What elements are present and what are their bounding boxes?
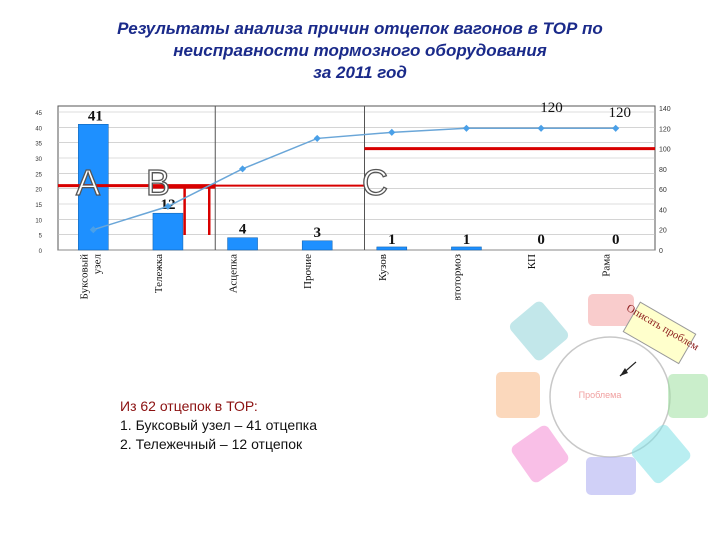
right-tick-label: 140 [659,106,671,113]
summary-note: Из 62 отцепок в ТОР: 1. Буксовый узел – … [120,397,317,454]
note-line-1: 1. Буксовый узел – 41 отцепка [120,417,317,433]
cycle-step-4 [668,374,708,418]
cumulative-point [239,165,247,173]
left-tick-label: 15 [35,203,42,209]
bar [152,212,184,251]
chart-title: Результаты анализа причин отцепок вагоно… [40,18,680,84]
bar-value-label: 0 [612,232,620,248]
left-tick-label: 20 [35,188,42,194]
right-tick-label: 0 [659,248,663,255]
cumulative-point [612,124,620,132]
category-label: Асцепка [228,254,240,293]
cycle-step-6 [586,457,636,495]
right-tick-label: 40 [659,207,667,214]
category-label-part: Тележка [153,254,165,293]
cycle-step-2 [588,294,634,326]
left-tick-label: 0 [39,249,43,255]
category-label: КП [526,254,538,269]
category-label-part: Буксовый [78,254,90,300]
cumulative-point [313,134,321,142]
note-head: Из 62 отцепок в ТОР: [120,398,258,414]
right-tick-label: 60 [659,187,667,194]
cumulative-point [537,124,545,132]
cumulative-point [164,202,172,210]
category-label-part: узел [91,253,103,274]
cycle-step-5 [511,425,569,483]
title-line-1: Результаты анализа причин отцепок вагоно… [117,19,603,38]
callout-arrow [620,368,628,376]
category-label-part: Асцепка [228,254,240,293]
bar [376,246,408,251]
left-tick-label: 45 [35,111,42,117]
category-label-part: Рама [601,254,613,277]
zone-letter: B [146,162,170,203]
category-label: Тележка [153,254,165,293]
left-tick-label: 40 [35,126,42,132]
cycle-step-7 [631,424,691,484]
left-tick-label: 30 [35,157,42,163]
category-label: Рама [601,254,613,277]
category-label: Буксовыйузел [78,253,103,299]
bar-value-label: 41 [88,108,103,124]
right-tick-label: 80 [659,167,667,174]
callout-box: Описать проблем [622,301,701,365]
left-tick-label: 5 [39,234,43,240]
category-label-part: Прочие [302,254,314,289]
zone-letter: C [362,162,388,203]
title-line-3: за 2011 год [313,63,407,82]
category-label: Кузов [377,254,389,281]
left-tick-label: 10 [35,218,42,224]
category-label-part: Автотормоз [451,254,463,300]
bar-value-label: 4 [239,222,247,238]
category-label: Автотормоз [451,254,463,300]
cumulative-point [388,128,396,136]
note-line-2: 2. Тележечный – 12 отцепок [120,436,303,452]
left-tick-label: 35 [35,142,42,148]
zone-letter: A [76,162,100,203]
right-tick-label: 20 [659,228,667,235]
cycle-step-3 [496,372,540,418]
cumulative-label: 120 [608,105,631,121]
bar-value-label: 1 [388,232,396,248]
cumulative-point [462,124,470,132]
bar-value-label: 0 [537,232,545,248]
bar [451,246,482,251]
cumulative-point [89,226,97,234]
bar-value-label: 1 [463,232,471,248]
bar-value-label: 3 [313,225,321,241]
title-line-2: неисправности тормозного оборудования [173,41,547,60]
category-label: Прочие [302,254,314,289]
right-tick-label: 120 [659,126,671,133]
cycle-step-1 [509,301,569,361]
problem-cycle-diagram: Проблема Описать проблем [496,294,708,495]
right-tick-label: 100 [659,147,671,154]
category-label-part: Кузов [377,254,389,281]
left-tick-label: 25 [35,172,42,178]
bar [301,240,333,251]
bar [227,237,258,251]
cycle-center-label: Проблема [579,390,622,400]
cumulative-line [93,127,616,231]
cumulative-label: 120 [540,100,563,116]
category-label-part: КП [526,254,538,269]
